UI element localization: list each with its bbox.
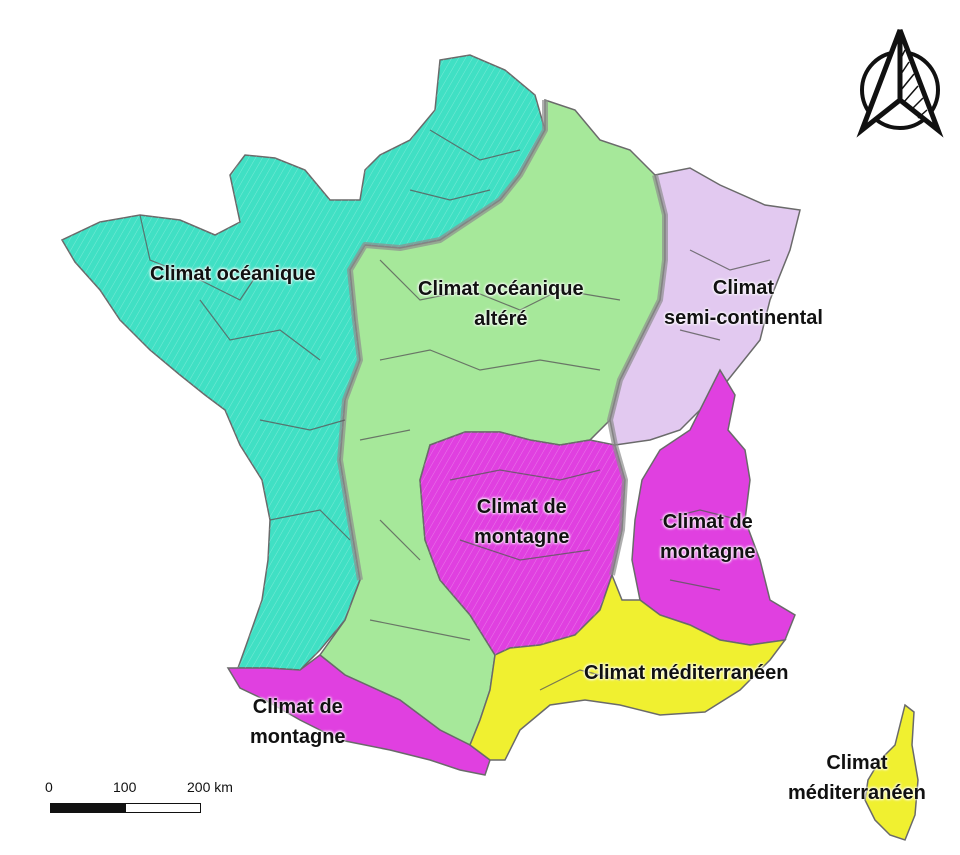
label-line: Climat de [662,511,753,533]
zone-montagne-pyrenees [226,654,491,776]
transition-bands [337,100,668,581]
scale-segment-black [50,803,126,813]
label-line: Climat océanique [418,278,584,300]
label-oceanique: Climat océanique [150,263,316,285]
label-line: Climat [712,277,775,299]
north-arrow-icon [856,29,944,138]
label-line: méditerranéen [788,782,926,804]
label-montagne-alpes: Climat de montagne [660,507,756,567]
label-line: semi-continental [664,307,823,329]
scale-tick-100: 100 [113,779,137,795]
label-mediterraneen-sud: Climat méditerranéen [584,662,789,684]
label-montagne-pyrenees: Climat de montagne [250,692,346,752]
label-line: altéré [474,308,528,330]
scale-tick-200: 200 km [187,779,233,795]
label-line: Climat de [252,696,343,718]
label-semi-continental: Climat semi-continental [664,273,823,333]
scale-segment-white [125,803,201,813]
label-line: montagne [474,526,570,548]
label-mediterraneen-corse: Climat méditerranéen [788,748,926,808]
label-line: Climat [826,752,888,774]
label-line: montagne [250,726,346,748]
scale-tick-0: 0 [45,779,53,795]
label-line: montagne [660,541,756,563]
department-boundaries [139,129,771,691]
zone-mediterraneen-corse [864,703,919,841]
label-oceanique-altere: Climat océanique altéré [418,274,584,334]
label-montagne-central: Climat de montagne [474,492,570,552]
label-line: Climat de [476,496,567,518]
commune-texture [62,55,625,670]
